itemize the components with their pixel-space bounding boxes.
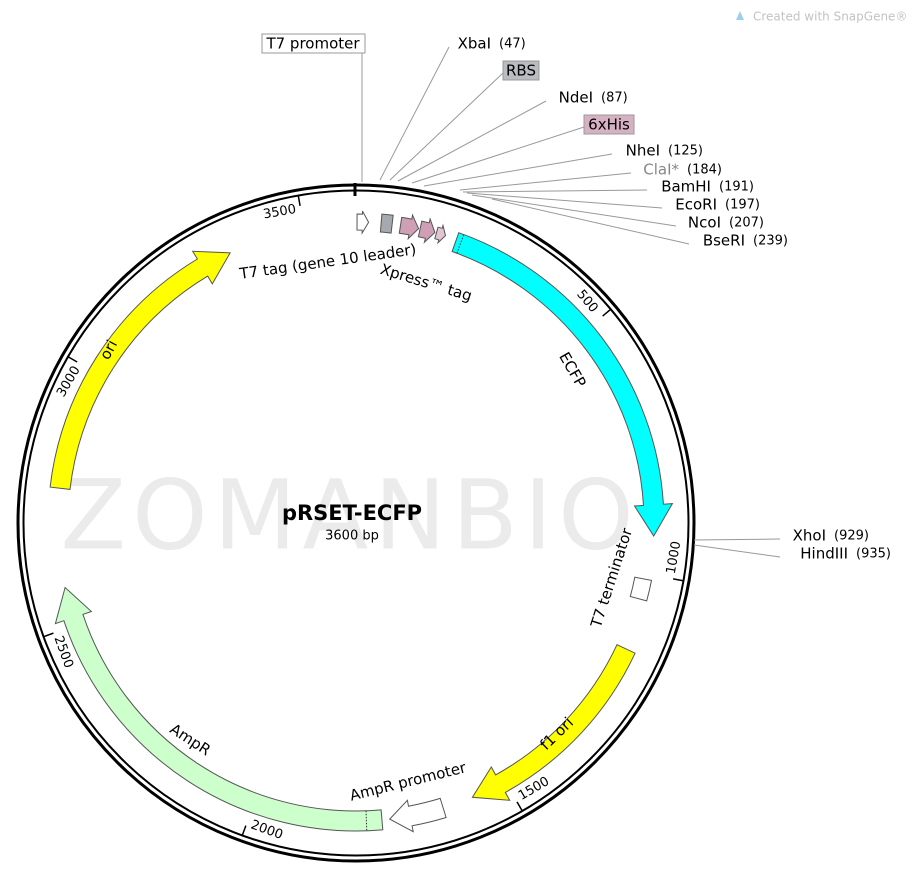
feature-label: 6xHis: [588, 116, 630, 134]
site-name: ClaI*: [643, 161, 679, 179]
plasmid-name: pRSET-ECFP: [282, 501, 422, 525]
site-position: (935): [856, 547, 891, 562]
site-position: (207): [729, 216, 764, 231]
t7-terminator: [629, 576, 653, 602]
leader-line: [379, 46, 450, 181]
ecfp: [451, 232, 674, 537]
ruler-tick: [516, 801, 524, 812]
leader-line: [491, 198, 690, 245]
site-name: NheI: [626, 142, 660, 160]
junction: [365, 810, 368, 831]
leader-line: [459, 172, 632, 191]
site-name: XbaI: [458, 35, 491, 53]
his-tag: [417, 217, 436, 244]
credit: Created with SnapGene®: [736, 10, 907, 24]
label-box: [261, 33, 366, 54]
ruler-tick: [67, 355, 78, 363]
site-name: NdeI: [559, 89, 593, 107]
site-name: HindIII: [800, 545, 848, 563]
leader-line: [693, 544, 781, 558]
ruler-tick: [241, 825, 247, 837]
ruler-tick: [297, 194, 301, 207]
ampr-promoter: [388, 797, 447, 833]
t7-promoter: [356, 210, 370, 235]
junction: [456, 234, 465, 254]
ruler-tick: [602, 308, 612, 317]
feature-label: ECFP: [555, 349, 589, 391]
ruler-tick: [42, 632, 54, 638]
site-position: (47): [499, 37, 526, 52]
site-name: NcoI: [688, 214, 721, 232]
credit-icon: [736, 11, 744, 20]
feature-label: RBS: [506, 62, 536, 80]
site-position: (125): [668, 144, 703, 159]
f1-ori: [471, 644, 636, 801]
leader-line: [397, 100, 547, 182]
feature-label: T7 promoter: [265, 35, 360, 53]
site-position: (239): [753, 234, 788, 249]
leader-line: [462, 189, 648, 193]
site-name: XhoI: [793, 527, 826, 545]
ruler-label: 1000: [664, 540, 685, 575]
feature-label: AmpR promoter: [348, 758, 469, 805]
site-position: (929): [834, 529, 869, 544]
leader-line: [423, 153, 613, 187]
credit-text: Created with SnapGene®: [753, 10, 907, 24]
ori: [49, 250, 231, 490]
site-name: EcoRI: [675, 196, 717, 214]
xpress-tag: [434, 223, 447, 245]
label-box: [583, 114, 635, 135]
site-name: BseRI: [703, 232, 745, 250]
leader-line: [693, 538, 781, 541]
ampr: [54, 586, 384, 832]
plasmid-size: 3600 bp: [325, 529, 379, 544]
feature-label: Xpress™ tag: [378, 260, 474, 305]
leader-line: [471, 194, 677, 227]
label-box: [502, 60, 540, 81]
ruler-label: 3500: [262, 202, 297, 223]
his-tag: [398, 213, 420, 241]
site-position: (184): [687, 163, 722, 178]
leader-line: [411, 126, 585, 184]
leader-line: [466, 192, 663, 209]
ruler-tick: [672, 578, 685, 582]
site-position: (197): [725, 198, 760, 213]
site-position: (87): [601, 91, 628, 106]
site-name: BamHI: [661, 178, 711, 196]
leader-line: [389, 72, 504, 181]
site-position: (191): [719, 180, 754, 195]
watermark: ZOMANBIO: [60, 459, 639, 571]
rbs: [379, 213, 394, 234]
